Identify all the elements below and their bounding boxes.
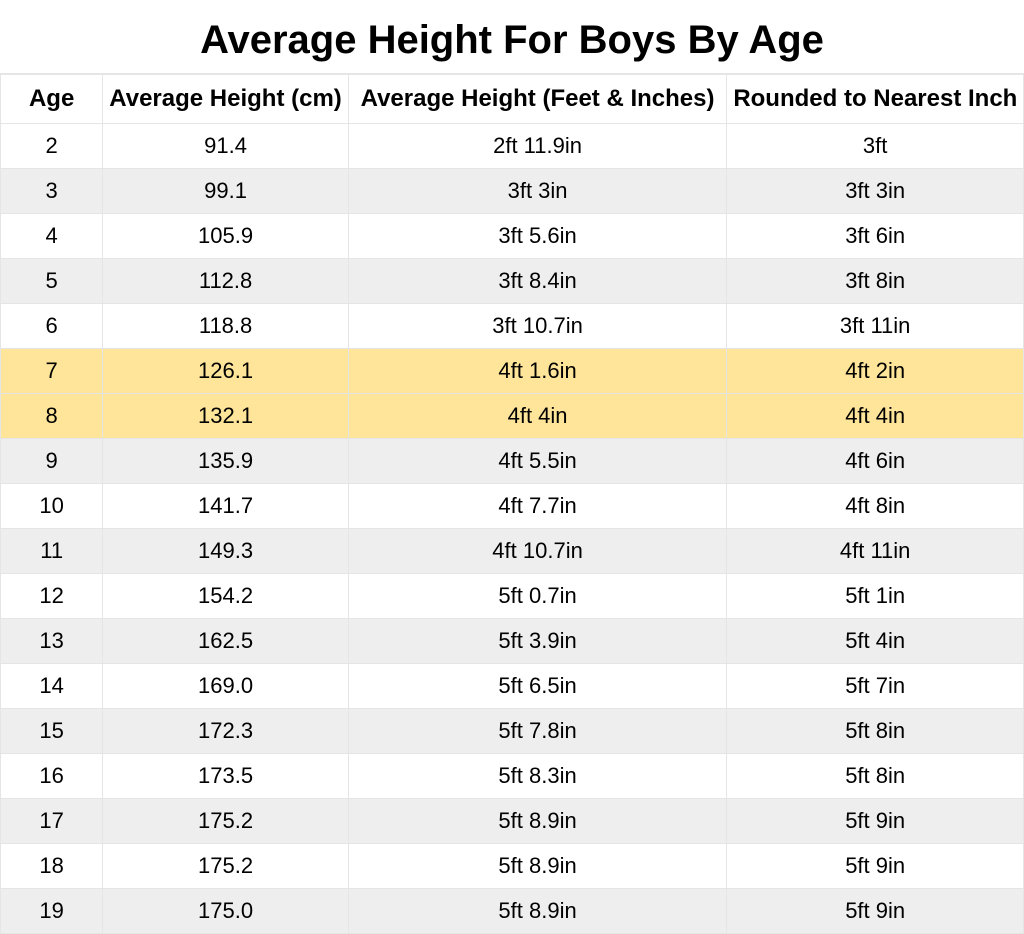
- col-header-cm: Average Height (cm): [103, 75, 349, 124]
- cell-age: 11: [1, 529, 103, 574]
- page-title: Average Height For Boys By Age: [0, 0, 1024, 74]
- cell-age: 9: [1, 439, 103, 484]
- cell-ftin: 4ft 7.7in: [348, 484, 727, 529]
- cell-age: 4: [1, 214, 103, 259]
- cell-age: 14: [1, 664, 103, 709]
- col-header-ftin: Average Height (Feet & Inches): [348, 75, 727, 124]
- height-table-container: Average Height For Boys By Age Age Avera…: [0, 0, 1024, 896]
- table-row: 10141.74ft 7.7in4ft 8in: [1, 484, 1024, 529]
- cell-age: 8: [1, 394, 103, 439]
- cell-rounded: 5ft 9in: [727, 844, 1024, 889]
- cell-cm: 149.3: [103, 529, 349, 574]
- table-row: 19175.05ft 8.9in5ft 9in: [1, 889, 1024, 934]
- table-header-row: Age Average Height (cm) Average Height (…: [1, 75, 1024, 124]
- table-row: 291.42ft 11.9in3ft: [1, 124, 1024, 169]
- table-row: 4105.93ft 5.6in3ft 6in: [1, 214, 1024, 259]
- cell-cm: 141.7: [103, 484, 349, 529]
- cell-ftin: 5ft 0.7in: [348, 574, 727, 619]
- cell-cm: 173.5: [103, 754, 349, 799]
- cell-cm: 154.2: [103, 574, 349, 619]
- table-row: 16173.55ft 8.3in5ft 8in: [1, 754, 1024, 799]
- table-row: 18175.25ft 8.9in5ft 9in: [1, 844, 1024, 889]
- cell-rounded: 5ft 4in: [727, 619, 1024, 664]
- cell-rounded: 4ft 11in: [727, 529, 1024, 574]
- col-header-rounded: Rounded to Nearest Inch: [727, 75, 1024, 124]
- cell-rounded: 5ft 8in: [727, 754, 1024, 799]
- cell-age: 15: [1, 709, 103, 754]
- height-table: Age Average Height (cm) Average Height (…: [0, 74, 1024, 934]
- cell-rounded: 5ft 9in: [727, 889, 1024, 934]
- cell-rounded: 3ft 8in: [727, 259, 1024, 304]
- cell-cm: 175.0: [103, 889, 349, 934]
- cell-ftin: 3ft 5.6in: [348, 214, 727, 259]
- cell-ftin: 3ft 10.7in: [348, 304, 727, 349]
- cell-ftin: 3ft 3in: [348, 169, 727, 214]
- cell-rounded: 4ft 2in: [727, 349, 1024, 394]
- cell-cm: 169.0: [103, 664, 349, 709]
- table-row: 12154.25ft 0.7in5ft 1in: [1, 574, 1024, 619]
- cell-ftin: 4ft 10.7in: [348, 529, 727, 574]
- cell-cm: 118.8: [103, 304, 349, 349]
- cell-age: 10: [1, 484, 103, 529]
- cell-rounded: 4ft 6in: [727, 439, 1024, 484]
- table-row: 8132.14ft 4in4ft 4in: [1, 394, 1024, 439]
- cell-cm: 132.1: [103, 394, 349, 439]
- cell-cm: 135.9: [103, 439, 349, 484]
- cell-ftin: 5ft 7.8in: [348, 709, 727, 754]
- cell-ftin: 3ft 8.4in: [348, 259, 727, 304]
- cell-rounded: 5ft 1in: [727, 574, 1024, 619]
- cell-ftin: 4ft 5.5in: [348, 439, 727, 484]
- cell-cm: 175.2: [103, 844, 349, 889]
- table-row: 14169.05ft 6.5in5ft 7in: [1, 664, 1024, 709]
- table-row: 9135.94ft 5.5in4ft 6in: [1, 439, 1024, 484]
- cell-ftin: 5ft 8.9in: [348, 889, 727, 934]
- cell-age: 17: [1, 799, 103, 844]
- cell-ftin: 5ft 3.9in: [348, 619, 727, 664]
- cell-ftin: 5ft 8.9in: [348, 844, 727, 889]
- cell-rounded: 3ft 3in: [727, 169, 1024, 214]
- cell-rounded: 4ft 8in: [727, 484, 1024, 529]
- cell-cm: 91.4: [103, 124, 349, 169]
- cell-ftin: 5ft 8.3in: [348, 754, 727, 799]
- cell-rounded: 5ft 8in: [727, 709, 1024, 754]
- cell-cm: 172.3: [103, 709, 349, 754]
- cell-cm: 162.5: [103, 619, 349, 664]
- cell-cm: 99.1: [103, 169, 349, 214]
- cell-age: 6: [1, 304, 103, 349]
- cell-rounded: 3ft 6in: [727, 214, 1024, 259]
- cell-ftin: 4ft 4in: [348, 394, 727, 439]
- cell-rounded: 5ft 9in: [727, 799, 1024, 844]
- cell-ftin: 4ft 1.6in: [348, 349, 727, 394]
- table-row: 399.13ft 3in3ft 3in: [1, 169, 1024, 214]
- cell-age: 18: [1, 844, 103, 889]
- cell-cm: 105.9: [103, 214, 349, 259]
- cell-age: 7: [1, 349, 103, 394]
- cell-age: 13: [1, 619, 103, 664]
- cell-age: 12: [1, 574, 103, 619]
- cell-age: 16: [1, 754, 103, 799]
- table-row: 5112.83ft 8.4in3ft 8in: [1, 259, 1024, 304]
- table-row: 11149.34ft 10.7in4ft 11in: [1, 529, 1024, 574]
- cell-cm: 126.1: [103, 349, 349, 394]
- cell-age: 19: [1, 889, 103, 934]
- table-row: 6118.83ft 10.7in3ft 11in: [1, 304, 1024, 349]
- cell-rounded: 4ft 4in: [727, 394, 1024, 439]
- cell-age: 5: [1, 259, 103, 304]
- table-row: 17175.25ft 8.9in5ft 9in: [1, 799, 1024, 844]
- table-row: 7126.14ft 1.6in4ft 2in: [1, 349, 1024, 394]
- cell-rounded: 3ft 11in: [727, 304, 1024, 349]
- col-header-age: Age: [1, 75, 103, 124]
- cell-ftin: 2ft 11.9in: [348, 124, 727, 169]
- table-row: 13162.55ft 3.9in5ft 4in: [1, 619, 1024, 664]
- cell-ftin: 5ft 8.9in: [348, 799, 727, 844]
- cell-cm: 175.2: [103, 799, 349, 844]
- cell-rounded: 5ft 7in: [727, 664, 1024, 709]
- cell-age: 3: [1, 169, 103, 214]
- cell-age: 2: [1, 124, 103, 169]
- cell-ftin: 5ft 6.5in: [348, 664, 727, 709]
- cell-cm: 112.8: [103, 259, 349, 304]
- cell-rounded: 3ft: [727, 124, 1024, 169]
- table-row: 15172.35ft 7.8in5ft 8in: [1, 709, 1024, 754]
